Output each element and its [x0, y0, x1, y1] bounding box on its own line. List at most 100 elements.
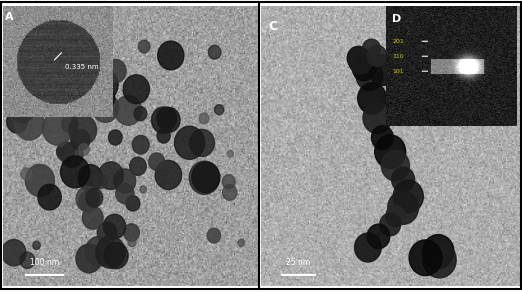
Circle shape: [392, 167, 414, 192]
Text: A: A: [5, 12, 14, 22]
Circle shape: [26, 164, 54, 197]
Circle shape: [349, 48, 373, 74]
Circle shape: [124, 224, 139, 241]
Circle shape: [126, 196, 140, 211]
Circle shape: [115, 95, 141, 125]
Circle shape: [138, 40, 150, 53]
Circle shape: [81, 72, 110, 104]
Circle shape: [82, 206, 103, 229]
Circle shape: [90, 69, 118, 100]
Text: 0.335 nm: 0.335 nm: [65, 65, 98, 70]
Circle shape: [67, 22, 76, 33]
Circle shape: [128, 238, 136, 247]
Circle shape: [65, 99, 75, 110]
Circle shape: [393, 180, 423, 213]
Circle shape: [94, 87, 115, 110]
Circle shape: [2, 239, 26, 266]
Circle shape: [362, 39, 381, 59]
Circle shape: [104, 242, 128, 269]
Circle shape: [7, 110, 28, 133]
Circle shape: [132, 135, 149, 154]
Circle shape: [134, 107, 147, 121]
Circle shape: [151, 107, 175, 133]
Circle shape: [81, 66, 104, 92]
Circle shape: [57, 148, 64, 156]
Circle shape: [78, 165, 103, 192]
Text: D: D: [392, 14, 401, 24]
Circle shape: [56, 142, 74, 161]
Text: B: B: [10, 20, 20, 33]
Circle shape: [98, 222, 117, 244]
Circle shape: [382, 150, 409, 181]
Circle shape: [93, 173, 108, 189]
Circle shape: [352, 56, 375, 81]
Circle shape: [103, 214, 126, 239]
Circle shape: [363, 102, 392, 133]
Circle shape: [114, 169, 136, 193]
Circle shape: [21, 168, 32, 180]
Circle shape: [140, 186, 146, 193]
Circle shape: [375, 135, 406, 168]
Text: 110: 110: [392, 54, 404, 59]
Circle shape: [356, 61, 383, 91]
Circle shape: [207, 228, 221, 243]
Circle shape: [208, 45, 221, 59]
Circle shape: [158, 41, 184, 70]
Circle shape: [123, 75, 149, 104]
Circle shape: [76, 244, 102, 273]
Circle shape: [158, 107, 180, 132]
Circle shape: [14, 107, 44, 140]
Circle shape: [409, 240, 442, 276]
Circle shape: [105, 60, 126, 83]
Circle shape: [347, 46, 369, 70]
Circle shape: [354, 233, 381, 262]
Circle shape: [62, 115, 78, 133]
Circle shape: [372, 126, 394, 150]
Circle shape: [109, 130, 122, 145]
Circle shape: [367, 224, 390, 249]
Circle shape: [116, 184, 134, 204]
Circle shape: [0, 20, 9, 52]
Circle shape: [367, 45, 387, 66]
Circle shape: [61, 142, 83, 167]
Circle shape: [10, 95, 35, 123]
Circle shape: [20, 252, 35, 268]
Text: 201: 201: [392, 39, 404, 44]
Circle shape: [129, 157, 146, 175]
Circle shape: [190, 129, 215, 157]
Circle shape: [222, 175, 235, 189]
Circle shape: [80, 41, 88, 49]
Circle shape: [358, 83, 386, 114]
Circle shape: [42, 112, 73, 145]
Circle shape: [33, 241, 40, 249]
Circle shape: [96, 236, 125, 268]
Circle shape: [32, 58, 53, 81]
Circle shape: [380, 213, 400, 236]
Circle shape: [78, 144, 89, 155]
Circle shape: [155, 160, 182, 190]
Circle shape: [86, 188, 103, 207]
Circle shape: [92, 93, 118, 122]
Text: C: C: [269, 20, 278, 33]
Circle shape: [423, 242, 456, 278]
Text: 101: 101: [392, 69, 404, 74]
Circle shape: [369, 55, 397, 85]
Circle shape: [76, 186, 99, 212]
Circle shape: [228, 150, 233, 157]
Circle shape: [149, 153, 165, 171]
Circle shape: [98, 162, 123, 190]
Circle shape: [388, 191, 419, 224]
Circle shape: [192, 162, 220, 193]
Circle shape: [423, 234, 454, 269]
Circle shape: [61, 156, 89, 188]
Circle shape: [386, 206, 405, 227]
Circle shape: [189, 161, 219, 194]
Circle shape: [199, 113, 209, 124]
Circle shape: [71, 129, 90, 150]
Circle shape: [238, 239, 244, 246]
Circle shape: [41, 24, 52, 36]
Text: 100 nm: 100 nm: [30, 258, 59, 267]
Circle shape: [157, 128, 170, 143]
Circle shape: [157, 107, 176, 129]
Text: 25 nm: 25 nm: [287, 258, 311, 267]
